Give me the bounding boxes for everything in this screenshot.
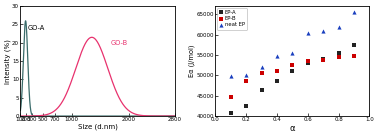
EP-B [243, 80, 249, 83]
neat EP [320, 30, 326, 32]
neat EP [290, 52, 296, 54]
X-axis label: Size (d.nm): Size (d.nm) [77, 124, 118, 130]
Legend: EP-A, EP-B, neat EP: EP-A, EP-B, neat EP [217, 8, 247, 30]
Text: GO-B: GO-B [111, 40, 128, 46]
EP-A [290, 70, 296, 72]
EP-B [320, 59, 326, 61]
EP-A [336, 52, 342, 54]
EP-A [228, 112, 234, 114]
neat EP [243, 74, 249, 76]
EP-A [259, 89, 265, 91]
EP-B [290, 64, 296, 66]
neat EP [336, 25, 342, 28]
EP-B [228, 95, 234, 98]
X-axis label: α: α [290, 124, 295, 133]
Text: GO-A: GO-A [28, 25, 45, 31]
EP-B [336, 56, 342, 58]
Y-axis label: Eα (J/mol): Eα (J/mol) [189, 45, 195, 77]
EP-A [305, 62, 311, 64]
EP-A [351, 44, 357, 46]
Y-axis label: Intensity (%): Intensity (%) [4, 39, 11, 84]
EP-B [351, 55, 357, 57]
EP-B [259, 72, 265, 74]
neat EP [274, 55, 280, 57]
EP-A [243, 105, 249, 107]
EP-B [305, 60, 311, 62]
EP-B [274, 70, 280, 72]
EP-A [274, 80, 280, 83]
neat EP [305, 32, 311, 34]
neat EP [228, 75, 234, 77]
neat EP [259, 66, 265, 68]
EP-A [320, 58, 326, 60]
neat EP [351, 11, 357, 13]
